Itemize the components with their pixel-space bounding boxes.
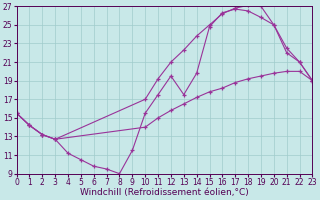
X-axis label: Windchill (Refroidissement éolien,°C): Windchill (Refroidissement éolien,°C) <box>80 188 249 197</box>
